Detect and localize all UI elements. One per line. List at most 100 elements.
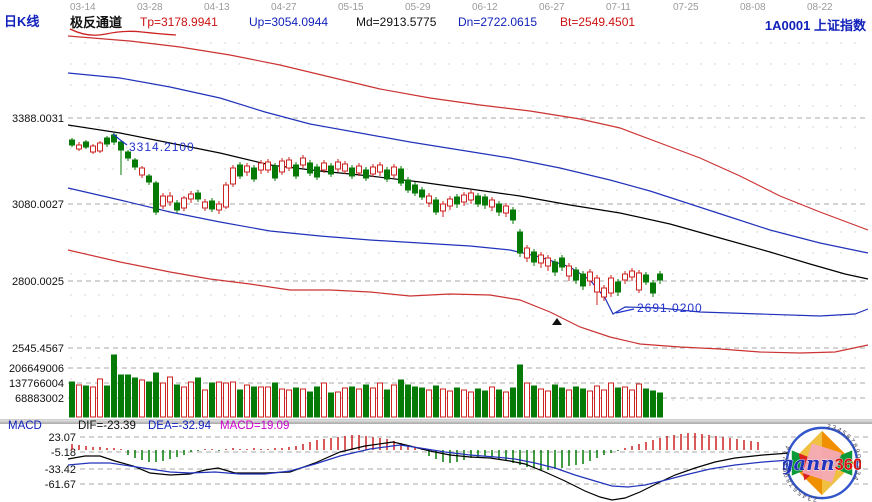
y-axis-label: 206649006 [9, 363, 64, 375]
volume-bar [356, 388, 362, 418]
candle [195, 192, 201, 200]
date-tick-label: 07-25 [673, 2, 699, 13]
candle [377, 164, 383, 173]
volume-bar [391, 384, 397, 418]
candle [181, 197, 187, 209]
y-axis-label: 3080.0027 [12, 199, 64, 211]
candle [160, 195, 166, 207]
candle [272, 165, 278, 179]
peak-pointer-line [112, 133, 128, 146]
volume-bar [447, 390, 453, 418]
volume-bar [237, 389, 243, 418]
candle [251, 167, 257, 180]
volume-bar [209, 382, 215, 418]
candle [587, 271, 593, 282]
candle [293, 164, 299, 177]
candle [258, 162, 264, 171]
date-tick-label: 08-22 [807, 2, 833, 13]
logo-wordmark: gann360 [783, 452, 861, 475]
volume-bar [307, 391, 313, 418]
chart-type-label: 日K线 [4, 14, 40, 29]
date-tick-label: 04-27 [271, 2, 297, 13]
date-tick-label: 04-13 [204, 2, 230, 13]
candle [384, 169, 390, 180]
dot-grid [68, 36, 868, 417]
candle [412, 184, 418, 194]
y-axis-label: 2545.4567 [12, 343, 64, 355]
volume-bar [342, 387, 348, 418]
date-tick-label: 03-14 [70, 2, 96, 13]
candle [335, 161, 341, 170]
candle [552, 261, 558, 273]
peak-price-annotation: 3314.2100 [129, 140, 195, 154]
candle [405, 179, 411, 191]
volume-bar [349, 386, 355, 418]
indicator-name: 极反通道 [70, 15, 123, 30]
date-tick-label: 06-27 [539, 2, 565, 13]
candle [566, 265, 572, 277]
volume-bar [426, 389, 432, 418]
candle [650, 282, 656, 294]
channel-value-up: Up=3054.0944 [249, 15, 329, 29]
volume-bar [314, 386, 320, 418]
volume-bar [97, 378, 103, 418]
macd-axis-label: -5.18 [51, 447, 76, 459]
volume-bar [405, 384, 411, 418]
candle [433, 199, 439, 213]
volume-bar [377, 382, 383, 418]
panel-separator [0, 419, 872, 424]
volume-bar [398, 379, 404, 418]
candle [321, 162, 327, 171]
candle [496, 203, 502, 213]
volume-bar [132, 377, 138, 418]
volume-bar [496, 389, 502, 418]
volume-bar [573, 386, 579, 418]
volume-bar [489, 386, 495, 418]
candle [202, 201, 208, 209]
candle [601, 287, 607, 298]
volume-bar [475, 388, 481, 418]
candle [153, 182, 159, 213]
macd-dea-value: DEA=-32.94 [148, 420, 211, 432]
candle [510, 209, 516, 221]
volume-bar [328, 392, 334, 418]
date-tick-label: 05-29 [405, 2, 431, 13]
low-price-annotation: 2691.0200 [637, 301, 703, 315]
volume-bar [286, 389, 292, 418]
macd-gridlines: 23.07 -5.18 -33.42 -61.67 [45, 432, 868, 491]
candle [104, 137, 110, 145]
candle [608, 277, 614, 294]
candle [482, 196, 488, 206]
volume-bar [601, 389, 607, 418]
volume-bar [580, 388, 586, 418]
volume-bar [202, 389, 208, 418]
candle [300, 157, 306, 166]
volume-bar [433, 385, 439, 418]
volume-bar [230, 381, 236, 418]
volume-bar [552, 384, 558, 418]
channel-value-bt: Bt=2549.4501 [560, 15, 636, 29]
candle [468, 192, 474, 201]
volume-bar [559, 387, 565, 418]
volume-bar [566, 389, 572, 418]
macd-panel-title: MACD [8, 420, 42, 432]
candle [209, 200, 215, 210]
volume-bar [321, 382, 327, 418]
triangle-marker [552, 318, 562, 325]
volume-bar [223, 382, 229, 418]
volume-bar [468, 391, 474, 418]
candle [622, 273, 628, 281]
candle [475, 195, 481, 205]
volume-bar [118, 374, 124, 418]
candle [398, 168, 404, 184]
candle [419, 189, 425, 198]
volume-bar [510, 387, 516, 418]
volume-bar [384, 389, 390, 418]
date-tick-label: 05-15 [338, 2, 364, 13]
macd-axis-label: -33.42 [45, 464, 76, 476]
candle [286, 159, 292, 169]
low-pointer-line [615, 308, 635, 314]
channel-line-up [67, 72, 869, 254]
logo-pink-square [802, 443, 842, 483]
